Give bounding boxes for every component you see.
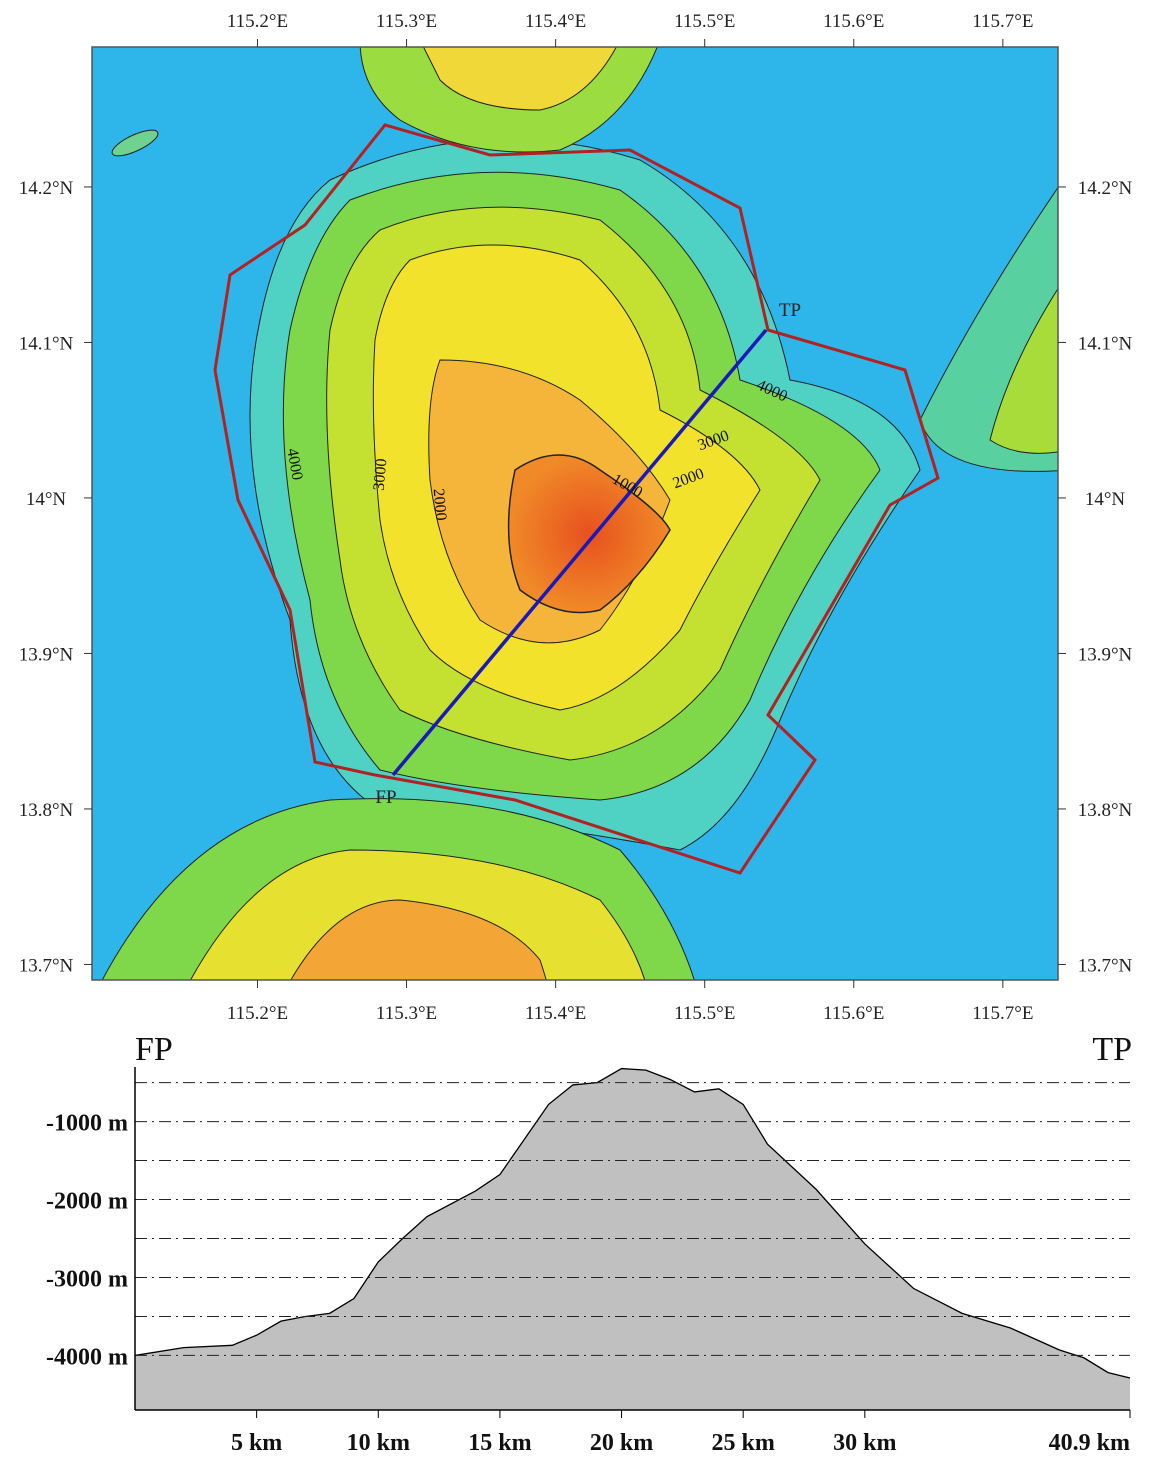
profile-chart: -1000 m -2000 m -3000 m -4000 m 5 km 10 km 15 …: [46, 1031, 1132, 1456]
contour-label: 3000: [371, 458, 391, 491]
y-tick-label: 14.1°N: [19, 333, 74, 354]
x-tick-label: 115.2°E: [227, 1003, 288, 1024]
x-tick-label: 25 km: [712, 1430, 775, 1456]
y-tick-label: -3000 m: [46, 1266, 128, 1292]
y-tick-label: 14.2°N: [1078, 178, 1133, 199]
x-tick-label: 115.3°E: [376, 11, 437, 32]
y-tick-label: 13.7°N: [1078, 955, 1133, 976]
x-tick-label: 40.9 km: [1049, 1430, 1130, 1456]
x-tick-label: 30 km: [833, 1430, 896, 1456]
x-tick-label: 15 km: [468, 1430, 531, 1456]
map-terrain: [92, 25, 1070, 1000]
y-tick-label: 13.9°N: [19, 644, 74, 665]
y-tick-label: -2000 m: [46, 1189, 128, 1215]
contour-label: 2000: [430, 488, 450, 521]
from-label: FP: [375, 787, 396, 808]
y-tick-label: 14°N: [26, 489, 67, 510]
y-tick-label: 13.7°N: [19, 955, 74, 976]
x-tick-label: 20 km: [590, 1430, 653, 1456]
y-tick-label: 13.9°N: [1078, 644, 1133, 665]
x-tick-label: 115.4°E: [525, 11, 586, 32]
x-tick-label: 115.6°E: [823, 11, 884, 32]
y-tick-label: 14.2°N: [19, 178, 74, 199]
x-tick-label: 115.7°E: [972, 1003, 1033, 1024]
x-tick-label: 115.4°E: [525, 1003, 586, 1024]
x-tick-label: 10 km: [347, 1430, 410, 1456]
x-tick-label: 115.2°E: [227, 11, 288, 32]
start-label: FP: [135, 1031, 173, 1068]
profile-area: [135, 1069, 1130, 1410]
x-tick-label: 115.5°E: [674, 1003, 735, 1024]
x-tick-label: 5 km: [231, 1430, 282, 1456]
y-tick-label: 14°N: [1085, 489, 1126, 510]
y-tick-label: 13.8°N: [19, 800, 74, 821]
y-tick-label: -1000 m: [46, 1111, 128, 1137]
x-tick-label: 115.3°E: [376, 1003, 437, 1024]
y-tick-label: 13.8°N: [1078, 800, 1133, 821]
end-label: TP: [1092, 1031, 1132, 1068]
x-tick-label: 115.7°E: [972, 11, 1033, 32]
page: FP TP 4000300020001000400030002000 115.2…: [0, 0, 1150, 1459]
x-tick-label: 115.6°E: [823, 1003, 884, 1024]
y-tick-label: 14.1°N: [1078, 333, 1133, 354]
y-tick-label: -4000 m: [46, 1344, 128, 1370]
to-label: TP: [779, 300, 801, 321]
x-tick-label: 115.5°E: [674, 11, 735, 32]
